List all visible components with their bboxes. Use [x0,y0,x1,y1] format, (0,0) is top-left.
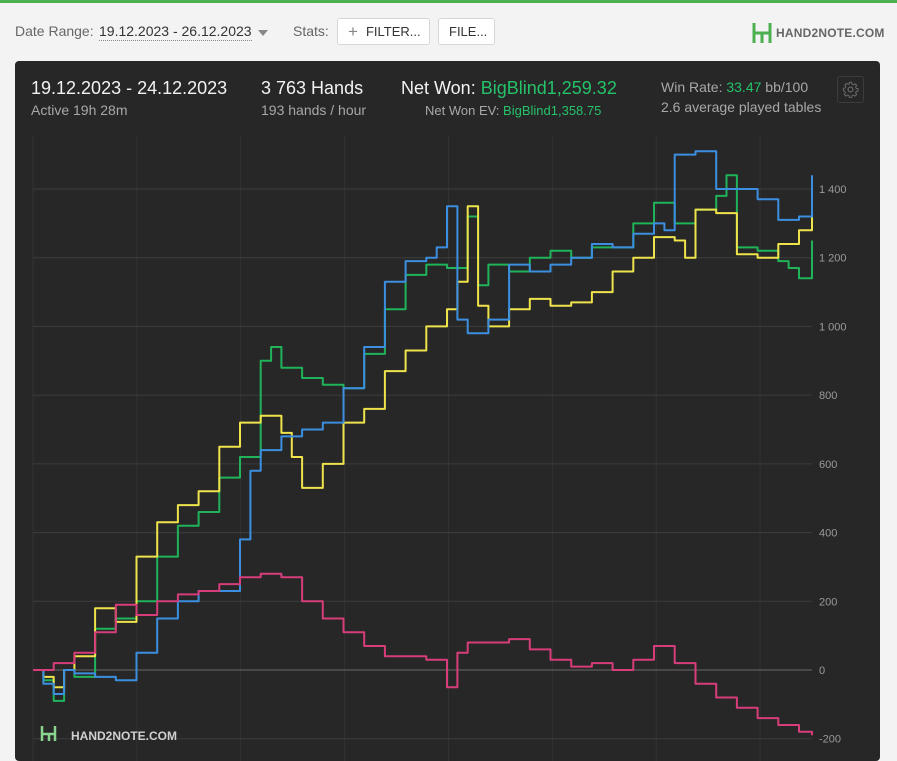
hand2note-logo[interactable]: HAND2NOTE.COM [752,22,885,44]
hands-per-hour: 193 hands / hour [261,102,367,118]
net-won-value: BigBlind1,259.32 [480,78,617,98]
chevron-down-icon[interactable] [258,30,268,36]
win-rate-label: Win Rate: [661,79,723,95]
win-rate-unit: bb/100 [765,79,809,95]
y-tick-label: 1 200 [819,253,847,265]
chart-series [33,150,813,736]
y-tick-label: 1 400 [819,184,847,196]
net-won-ev-label: Net Won EV: [425,103,500,118]
net-won-ev: Net Won EV: BigBlind1,358.75 [425,103,601,118]
hands-count: 3 763 Hands [261,78,364,98]
plus-icon: + [348,22,358,41]
file-button-label: FILE... [449,24,488,39]
y-tick-label: 800 [819,390,837,402]
average-tables: 2.6 average played tables [661,99,822,115]
net-won: Net Won: BigBlind1,259.32 [401,78,617,99]
period-title: 19.12.2023 - 24.12.2023 [31,78,228,98]
date-range-label: Date Range: [15,23,94,39]
y-tick-label: 0 [819,665,825,677]
filter-button[interactable]: + FILTER... [337,18,430,45]
watermark-text: HAND2NOTE.COM [71,729,177,743]
stats-label: Stats: [293,23,329,39]
y-tick-label: 600 [819,459,837,471]
active-time: Active 19h 28m [31,102,128,118]
net-won-ev-value: BigBlind1,358.75 [503,103,602,118]
y-axis-ticks: -200 0 200 400 600 800 1 000 1 200 1 400 [819,184,847,746]
y-tick-label: 400 [819,528,837,540]
net-won-label: Net Won: [401,78,476,98]
y-tick-label: 1 000 [819,321,847,333]
y-tick-label: 200 [819,596,837,608]
series-line-3 [33,572,813,736]
win-rate-value: 33.47 [726,79,762,95]
y-tick-label: -200 [819,734,841,746]
gear-icon [842,81,859,98]
filter-button-label: FILTER... [365,24,421,39]
chart-watermark: HAND2NOTE.COM [40,726,177,743]
settings-button[interactable] [837,76,864,103]
win-rate: Win Rate: 33.47 bb/100 [661,79,808,95]
file-button[interactable]: FILE... [438,18,495,45]
top-accent-bar [0,0,897,3]
results-chart: -200 0 200 400 600 800 1 000 1 200 1 400 HAND2NO… [32,136,847,761]
series-line-1 [33,199,813,689]
logo-text: HAND2NOTE.COM [776,26,885,40]
series-line-0 [33,174,813,702]
watermark-logo-icon [40,726,57,741]
toolbar: Date Range: 19.12.2023 - 26.12.2023 Stat… [0,3,897,59]
chart-grid [32,136,812,761]
hand2note-logo-icon [752,23,772,43]
date-range-selector[interactable]: 19.12.2023 - 26.12.2023 [99,23,252,41]
series-line-2 [33,150,813,695]
graph-panel: -200 0 200 400 600 800 1 000 1 200 1 400 HAND2NO… [15,61,880,761]
